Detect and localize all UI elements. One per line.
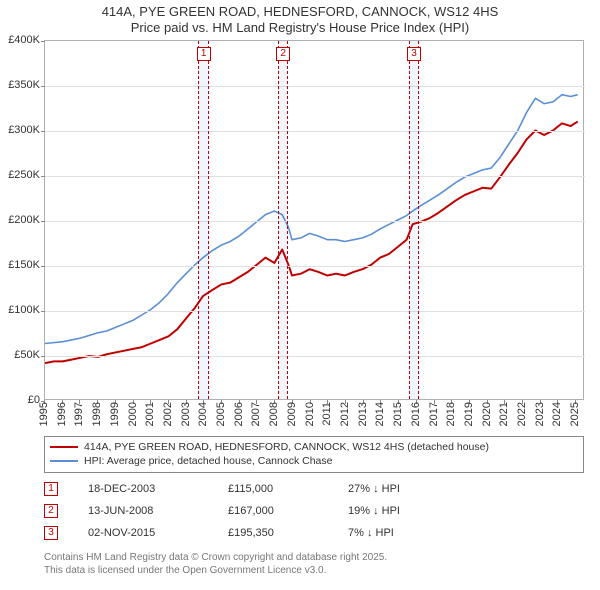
- event-delta: 27% ↓ HPI: [348, 483, 468, 495]
- ytick: [41, 356, 45, 357]
- xtick-label: 2009: [286, 402, 298, 426]
- chart-title: 414A, PYE GREEN ROAD, HEDNESFORD, CANNOC…: [0, 0, 600, 37]
- ytick-label: £100K: [0, 304, 40, 316]
- chart-area: 1 2 3 £0 £50K £100K £150K £200K £250K £300K £350K…: [0, 40, 600, 430]
- event-row: 1 18-DEC-2003 £115,000 27% ↓ HPI: [44, 478, 584, 500]
- series-hpi: [45, 95, 578, 344]
- xtick-label: 2021: [498, 402, 510, 426]
- event-date: 18-DEC-2003: [88, 483, 228, 495]
- xtick-label: 2004: [197, 402, 209, 426]
- xtick-label: 2020: [481, 402, 493, 426]
- ytick-label: £50K: [0, 349, 40, 361]
- footnote: Contains HM Land Registry data © Crown c…: [44, 552, 584, 577]
- event-delta: 7% ↓ HPI: [348, 527, 468, 539]
- ytick: [41, 221, 45, 222]
- xtick-label: 2017: [428, 402, 440, 426]
- xtick-label: 2019: [463, 402, 475, 426]
- event-band: [198, 41, 209, 399]
- plot-area: 1 2 3: [44, 40, 584, 400]
- footnote-line2: This data is licensed under the Open Gov…: [44, 565, 584, 578]
- xtick-label: 2013: [357, 402, 369, 426]
- legend-item-hpi: HPI: Average price, detached house, Cann…: [50, 454, 578, 468]
- legend-label-hpi: HPI: Average price, detached house, Cann…: [84, 454, 332, 468]
- event-row: 2 13-JUN-2008 £167,000 19% ↓ HPI: [44, 500, 584, 522]
- title-line1: 414A, PYE GREEN ROAD, HEDNESFORD, CANNOC…: [0, 4, 600, 20]
- event-row: 3 02-NOV-2015 £195,350 7% ↓ HPI: [44, 522, 584, 544]
- event-marker-3: 3: [44, 526, 58, 540]
- event-delta: 19% ↓ HPI: [348, 505, 468, 517]
- xtick-label: 2007: [250, 402, 262, 426]
- legend-swatch-hpi: [50, 460, 78, 462]
- event-date: 02-NOV-2015: [88, 527, 228, 539]
- chart-container: { "title": { "line1": "414A, PYE GREEN R…: [0, 0, 600, 590]
- xtick-label: 1996: [56, 402, 68, 426]
- xtick-label: 1997: [73, 402, 85, 426]
- event-band: [409, 41, 420, 399]
- ytick-label: £350K: [0, 79, 40, 91]
- xtick-label: 2010: [304, 402, 316, 426]
- ytick-label: £300K: [0, 124, 40, 136]
- xtick-label: 2022: [516, 402, 528, 426]
- event-table: 1 18-DEC-2003 £115,000 27% ↓ HPI 2 13-JU…: [44, 478, 584, 544]
- xtick-label: 2014: [374, 402, 386, 426]
- ytick-label: £200K: [0, 214, 40, 226]
- ytick-label: £150K: [0, 259, 40, 271]
- ytick: [41, 311, 45, 312]
- footnote-line1: Contains HM Land Registry data © Crown c…: [44, 552, 584, 565]
- legend-label-price-paid: 414A, PYE GREEN ROAD, HEDNESFORD, CANNOC…: [84, 440, 489, 454]
- event-price: £115,000: [228, 483, 348, 495]
- xtick-label: 2005: [215, 402, 227, 426]
- event-marker-box: 1: [197, 47, 211, 61]
- event-marker-box: 3: [407, 47, 421, 61]
- xtick-label: 2002: [162, 402, 174, 426]
- gridline: [45, 131, 585, 132]
- event-marker-1: 1: [44, 482, 58, 496]
- title-line2: Price paid vs. HM Land Registry's House …: [0, 20, 600, 36]
- xtick-label: 1999: [109, 402, 121, 426]
- legend-swatch-price-paid: [50, 446, 78, 448]
- ytick-label: £400K: [0, 34, 40, 46]
- xtick-label: 2012: [339, 402, 351, 426]
- event-price: £167,000: [228, 505, 348, 517]
- xtick-label: 2025: [569, 402, 581, 426]
- ytick: [41, 131, 45, 132]
- xtick-label: 2018: [445, 402, 457, 426]
- xtick-label: 2016: [410, 402, 422, 426]
- xtick-label: 2015: [392, 402, 404, 426]
- chart-lines: [45, 41, 583, 399]
- xtick-label: 2024: [551, 402, 563, 426]
- event-price: £195,350: [228, 527, 348, 539]
- ytick: [41, 176, 45, 177]
- ytick: [41, 266, 45, 267]
- gridline: [45, 356, 585, 357]
- xtick-label: 2008: [268, 402, 280, 426]
- xtick-label: 2023: [534, 402, 546, 426]
- event-band: [278, 41, 289, 399]
- gridline: [45, 221, 585, 222]
- xtick-label: 2000: [127, 402, 139, 426]
- event-marker-box: 2: [276, 47, 290, 61]
- gridline: [45, 86, 585, 87]
- xtick-label: 2011: [321, 402, 333, 426]
- ytick-label: £0: [0, 394, 40, 406]
- legend: 414A, PYE GREEN ROAD, HEDNESFORD, CANNOC…: [44, 436, 584, 473]
- xtick-label: 2003: [180, 402, 192, 426]
- event-date: 13-JUN-2008: [88, 505, 228, 517]
- ytick: [41, 41, 45, 42]
- xtick-label: 1995: [38, 402, 50, 426]
- gridline: [45, 311, 585, 312]
- ytick-label: £250K: [0, 169, 40, 181]
- ytick: [41, 86, 45, 87]
- legend-item-price-paid: 414A, PYE GREEN ROAD, HEDNESFORD, CANNOC…: [50, 440, 578, 454]
- gridline: [45, 266, 585, 267]
- gridline: [45, 176, 585, 177]
- event-marker-2: 2: [44, 504, 58, 518]
- xtick-label: 1998: [91, 402, 103, 426]
- series-price_paid: [45, 122, 578, 364]
- xtick-label: 2006: [233, 402, 245, 426]
- xtick-label: 2001: [144, 402, 156, 426]
